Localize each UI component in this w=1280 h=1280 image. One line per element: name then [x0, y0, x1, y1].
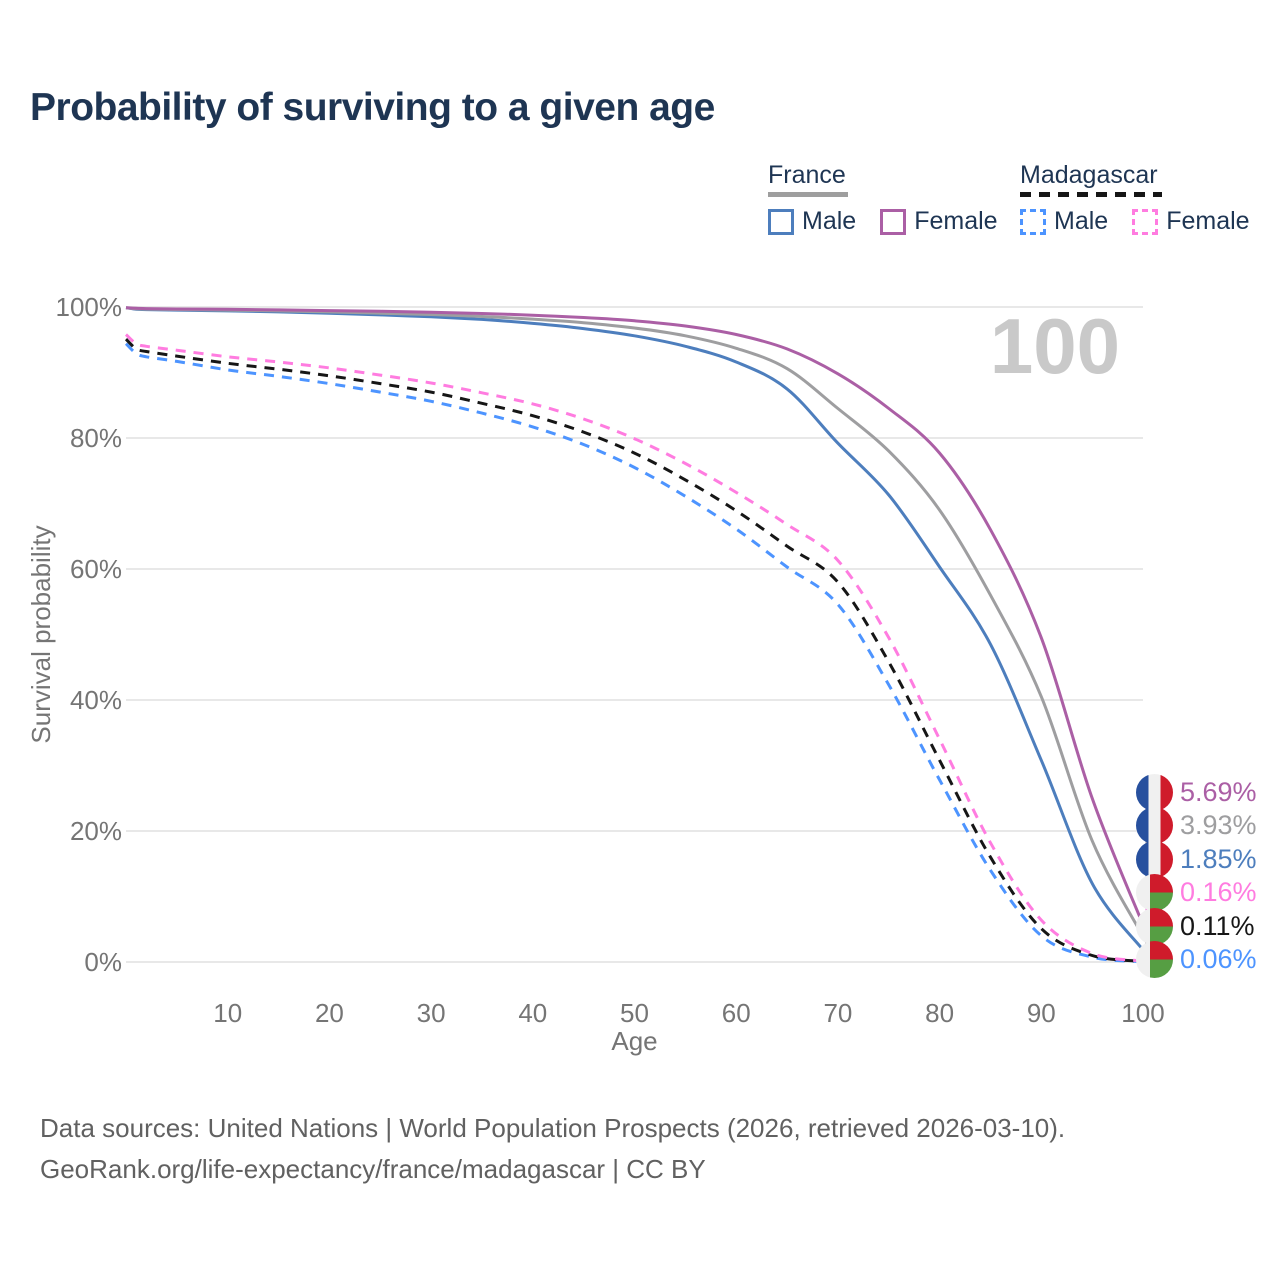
end-label-row-france-overall: 3.93% — [1136, 807, 1257, 844]
end-label-row-france-male: 1.85% — [1136, 840, 1257, 878]
legend-swatch-madagascar-female — [1132, 208, 1159, 235]
x-tick-label-70: 70 — [823, 998, 852, 1028]
x-tick-label-40: 40 — [518, 998, 547, 1028]
y-tick-label-80: 80% — [70, 423, 122, 453]
legend-item-madagascar-female[interactable]: Female — [1132, 207, 1250, 236]
legend-group-madagascar: Madagascar Male Female — [1020, 162, 1250, 236]
y-tick-label-0: 0% — [84, 947, 122, 977]
page-title: Probability of surviving to a given age — [30, 86, 715, 129]
end-value-madagascar-overall: 0.11% — [1180, 910, 1255, 941]
footer-data-sources: Data sources: United Nations | World Pop… — [40, 1113, 1066, 1143]
end-label-row-france-female: 5.69% — [1136, 773, 1257, 811]
france-flag-icon — [1136, 773, 1173, 811]
line-france-female[interactable] — [125, 306, 1145, 926]
line-france-male[interactable] — [125, 306, 1145, 951]
end-value-france-male: 1.85% — [1180, 843, 1257, 874]
hover-age-watermark: 100 — [990, 302, 1120, 390]
x-tick-label-80: 80 — [925, 998, 954, 1028]
legend-group-linestyle-madagascar — [1020, 192, 1162, 197]
legend-group-title-madagascar: Madagascar — [1020, 161, 1158, 189]
y-axis-title: Survival probability — [26, 525, 56, 743]
legend-swatch-france-female — [880, 208, 907, 235]
legend-label-france-female: Female — [914, 207, 998, 235]
legend-label-france-male: Male — [802, 207, 857, 235]
y-tick-label-100: 100% — [56, 292, 123, 322]
madagascar-flag-icon — [1136, 907, 1173, 945]
france-flag-icon — [1136, 840, 1173, 878]
end-value-madagascar-female: 0.16% — [1180, 877, 1257, 907]
x-tick-label-50: 50 — [620, 998, 649, 1028]
x-tick-label-90: 90 — [1027, 998, 1056, 1028]
legend-label-madagascar-female: Female — [1166, 207, 1250, 235]
footer: Data sources: United Nations | World Pop… — [40, 1108, 1065, 1190]
end-label-row-madagascar-male: 0.06% — [1136, 941, 1257, 978]
y-tick-label-60: 60% — [70, 554, 122, 584]
x-tick-label-100: 100 — [1121, 998, 1164, 1028]
end-value-france-overall: 3.93% — [1180, 810, 1257, 840]
legend-swatch-france-male — [768, 208, 794, 235]
madagascar-flag-icon — [1136, 874, 1173, 911]
y-tick-label-40: 40% — [70, 685, 122, 715]
line-madagascar-male[interactable] — [124, 342, 1144, 964]
end-value-madagascar-male: 0.06% — [1180, 944, 1257, 974]
legend-group-linestyle-france — [768, 192, 848, 197]
france-flag-icon — [1136, 807, 1173, 844]
legend-label-madagascar-male: Male — [1054, 207, 1109, 235]
line-madagascar-overall[interactable] — [124, 338, 1144, 963]
legend-item-france-female[interactable]: Female — [880, 207, 998, 236]
x-tick-label-60: 60 — [722, 998, 751, 1028]
legend-item-france-male[interactable]: Male — [768, 207, 856, 236]
legend-item-madagascar-male[interactable]: Male — [1020, 207, 1108, 236]
legend-group-france: France Male Female — [768, 162, 998, 236]
end-label-row-madagascar-overall: 0.11% — [1136, 907, 1255, 945]
end-label-row-madagascar-female: 0.16% — [1136, 874, 1257, 911]
x-axis-title: Age — [611, 1026, 657, 1056]
madagascar-flag-icon — [1136, 941, 1173, 978]
legend-group-title-france: France — [768, 161, 846, 189]
footer-attribution: GeoRank.org/life-expectancy/france/madag… — [40, 1154, 706, 1184]
y-tick-label-20: 20% — [70, 816, 122, 846]
x-tick-label-30: 30 — [417, 998, 446, 1028]
x-tick-label-10: 10 — [213, 998, 242, 1028]
end-value-france-female: 5.69% — [1180, 776, 1257, 807]
x-tick-label-20: 20 — [315, 998, 344, 1028]
legend-swatch-madagascar-male — [1020, 208, 1046, 235]
line-madagascar-female[interactable] — [124, 333, 1144, 963]
